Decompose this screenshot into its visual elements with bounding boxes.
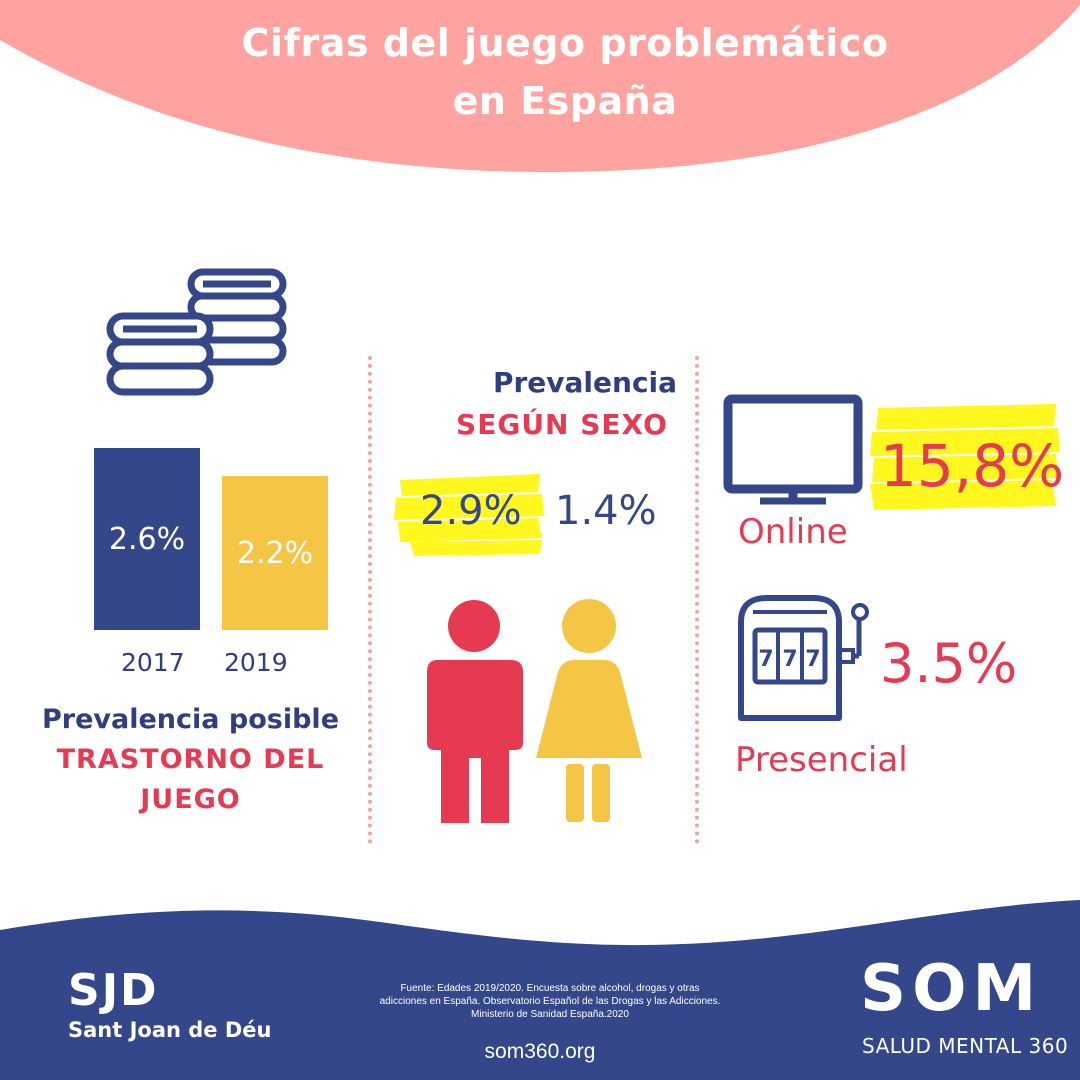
sex-heading-line-1: Prevalencia [492, 366, 678, 399]
page-title: Cifras del juego problemático en España [0, 14, 1080, 130]
female-value: 1.4% [555, 488, 657, 534]
bar-2017 [94, 448, 200, 630]
highlight-online-value [870, 404, 1060, 510]
source-line-3: Ministerio de Sanidad España.2020 [471, 1009, 629, 1020]
online-value: 15,8% [880, 432, 1065, 500]
male-value: 2.9% [420, 488, 522, 534]
title-line-2: en España [452, 79, 678, 123]
divider-left [368, 356, 372, 844]
divider-right [695, 356, 699, 844]
bar-label-2019: 2.2% [237, 536, 313, 571]
woman-icon [536, 599, 642, 822]
source-line-1: Fuente: Edades 2019/2020. Encuesta sobre… [400, 983, 700, 994]
bar-chart: 2.6% 2.2% [94, 448, 328, 630]
monitor-icon [723, 394, 863, 505]
presencial-value: 3.5% [880, 632, 1018, 695]
slot-machine-icon: 7 7 7 [738, 595, 869, 721]
title-line-1: Cifras del juego problemático [241, 21, 889, 65]
presencial-label: Presencial [735, 740, 908, 780]
man-icon [427, 600, 523, 823]
som-tagline: SALUD MENTAL 360 [862, 1034, 1069, 1058]
online-label: Online [738, 512, 848, 552]
x-tick-2017: 2017 [121, 648, 185, 677]
header-background [0, 0, 1080, 173]
sjd-name: Sant Joan de Déu [68, 1018, 272, 1042]
sex-heading: Prevalencia SEGÚN SEXO [380, 362, 680, 446]
source-line-2: adicciones en España. Observatorio Españ… [379, 996, 721, 1007]
sex-heading-line-2: SEGÚN SEXO [456, 408, 668, 441]
left-caption: Prevalencia posible TRASTORNO DEL JUEGO [18, 700, 363, 820]
svg-text:7: 7 [758, 647, 773, 672]
caption-line-3: JUEGO [140, 784, 241, 815]
coins-stack-icon [106, 268, 287, 396]
sjd-logo: SJD [68, 965, 159, 1016]
bar-label-2017: 2.6% [109, 522, 185, 557]
svg-text:7: 7 [782, 647, 797, 672]
caption-line-2: TRASTORNO DEL [56, 744, 325, 775]
source-note: Fuente: Edades 2019/2020. Encuesta sobre… [340, 982, 760, 1021]
caption-line-1: Prevalencia posible [42, 704, 339, 735]
footer-background [0, 900, 1080, 1080]
website-link[interactable]: som360.org [484, 1040, 596, 1063]
som-logo: SOM [860, 952, 1043, 1026]
svg-text:7: 7 [805, 647, 820, 672]
highlight-male-value [394, 474, 544, 556]
x-tick-2019: 2019 [224, 648, 288, 677]
bar-2019 [222, 476, 328, 630]
